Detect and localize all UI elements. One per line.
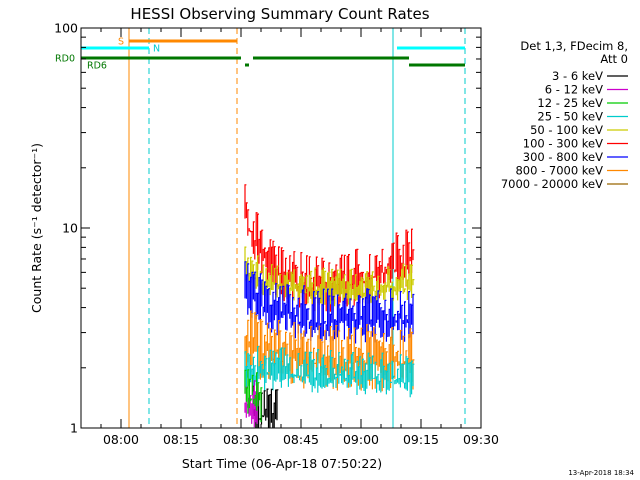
axes: 08:00 08:15 08:30 08:45 09:00 09:15 09:30 1 10 10… bbox=[54, 21, 499, 448]
series-2 bbox=[244, 261, 415, 344]
x-tick-label-3: 08:45 bbox=[283, 432, 319, 447]
y-tick-label-1: 10 bbox=[62, 221, 78, 236]
x-tick-label-2: 08:30 bbox=[223, 432, 259, 447]
legend-label-4: 50 - 100 keV bbox=[530, 123, 603, 137]
y-tick-label-0: 1 bbox=[70, 421, 78, 436]
x-tick-label-0: 08:00 bbox=[103, 432, 139, 447]
x-tick-label-6: 09:30 bbox=[463, 432, 499, 447]
flag-label-s: S bbox=[118, 37, 124, 48]
legend-label-5: 100 - 300 keV bbox=[523, 137, 603, 151]
legend-label-0: 3 - 6 keV bbox=[552, 69, 603, 83]
flag-label-rd6: RD6 bbox=[87, 61, 107, 72]
flag-s-segment-0 bbox=[129, 39, 237, 43]
flag-n-segment-1 bbox=[397, 46, 465, 50]
x-axis-label: Start Time (06-Apr-18 07:50:22) bbox=[182, 456, 382, 471]
x-tick-label-5: 09:15 bbox=[403, 432, 439, 447]
flag-rd0-segment-0 bbox=[81, 56, 241, 60]
legend-label-8: 7000 - 20000 keV bbox=[501, 177, 603, 191]
y-tick-label-2: 100 bbox=[54, 21, 78, 36]
legend-label-3: 25 - 50 keV bbox=[537, 110, 603, 124]
x-tick-label-1: 08:15 bbox=[163, 432, 199, 447]
legend-header-0: Det 1,3, FDecim 8, bbox=[520, 39, 628, 53]
x-tick-label-4: 09:00 bbox=[343, 432, 379, 447]
legend-header-1: Att 0 bbox=[600, 52, 628, 66]
flag-n-segment-0 bbox=[81, 46, 149, 50]
flag-bars: S N RD0 RD6 bbox=[55, 37, 465, 72]
flag-rd6-segment-0 bbox=[245, 63, 249, 67]
legend-label-1: 6 - 12 keV bbox=[545, 83, 603, 97]
series-7 bbox=[244, 369, 263, 423]
series-layer bbox=[244, 184, 415, 428]
chart-title: HESSI Observing Summary Count Rates bbox=[130, 5, 429, 23]
flag-label-rd0: RD0 bbox=[55, 54, 75, 65]
flag-label-n: N bbox=[153, 44, 160, 55]
legend-label-6: 300 - 800 keV bbox=[523, 150, 603, 164]
flag-rd0-segment-1 bbox=[253, 56, 409, 60]
series-4 bbox=[244, 346, 415, 398]
series-1 bbox=[244, 246, 415, 307]
legend-label-7: 800 - 7000 keV bbox=[515, 164, 603, 178]
y-axis-label: Count Rate (s⁻¹ detector⁻¹) bbox=[29, 143, 44, 313]
flag-rd6-segment-1 bbox=[409, 63, 465, 67]
legend-label-2: 12 - 25 keV bbox=[537, 96, 603, 110]
generation-timestamp: 13-Apr-2018 18:34 bbox=[568, 469, 634, 477]
